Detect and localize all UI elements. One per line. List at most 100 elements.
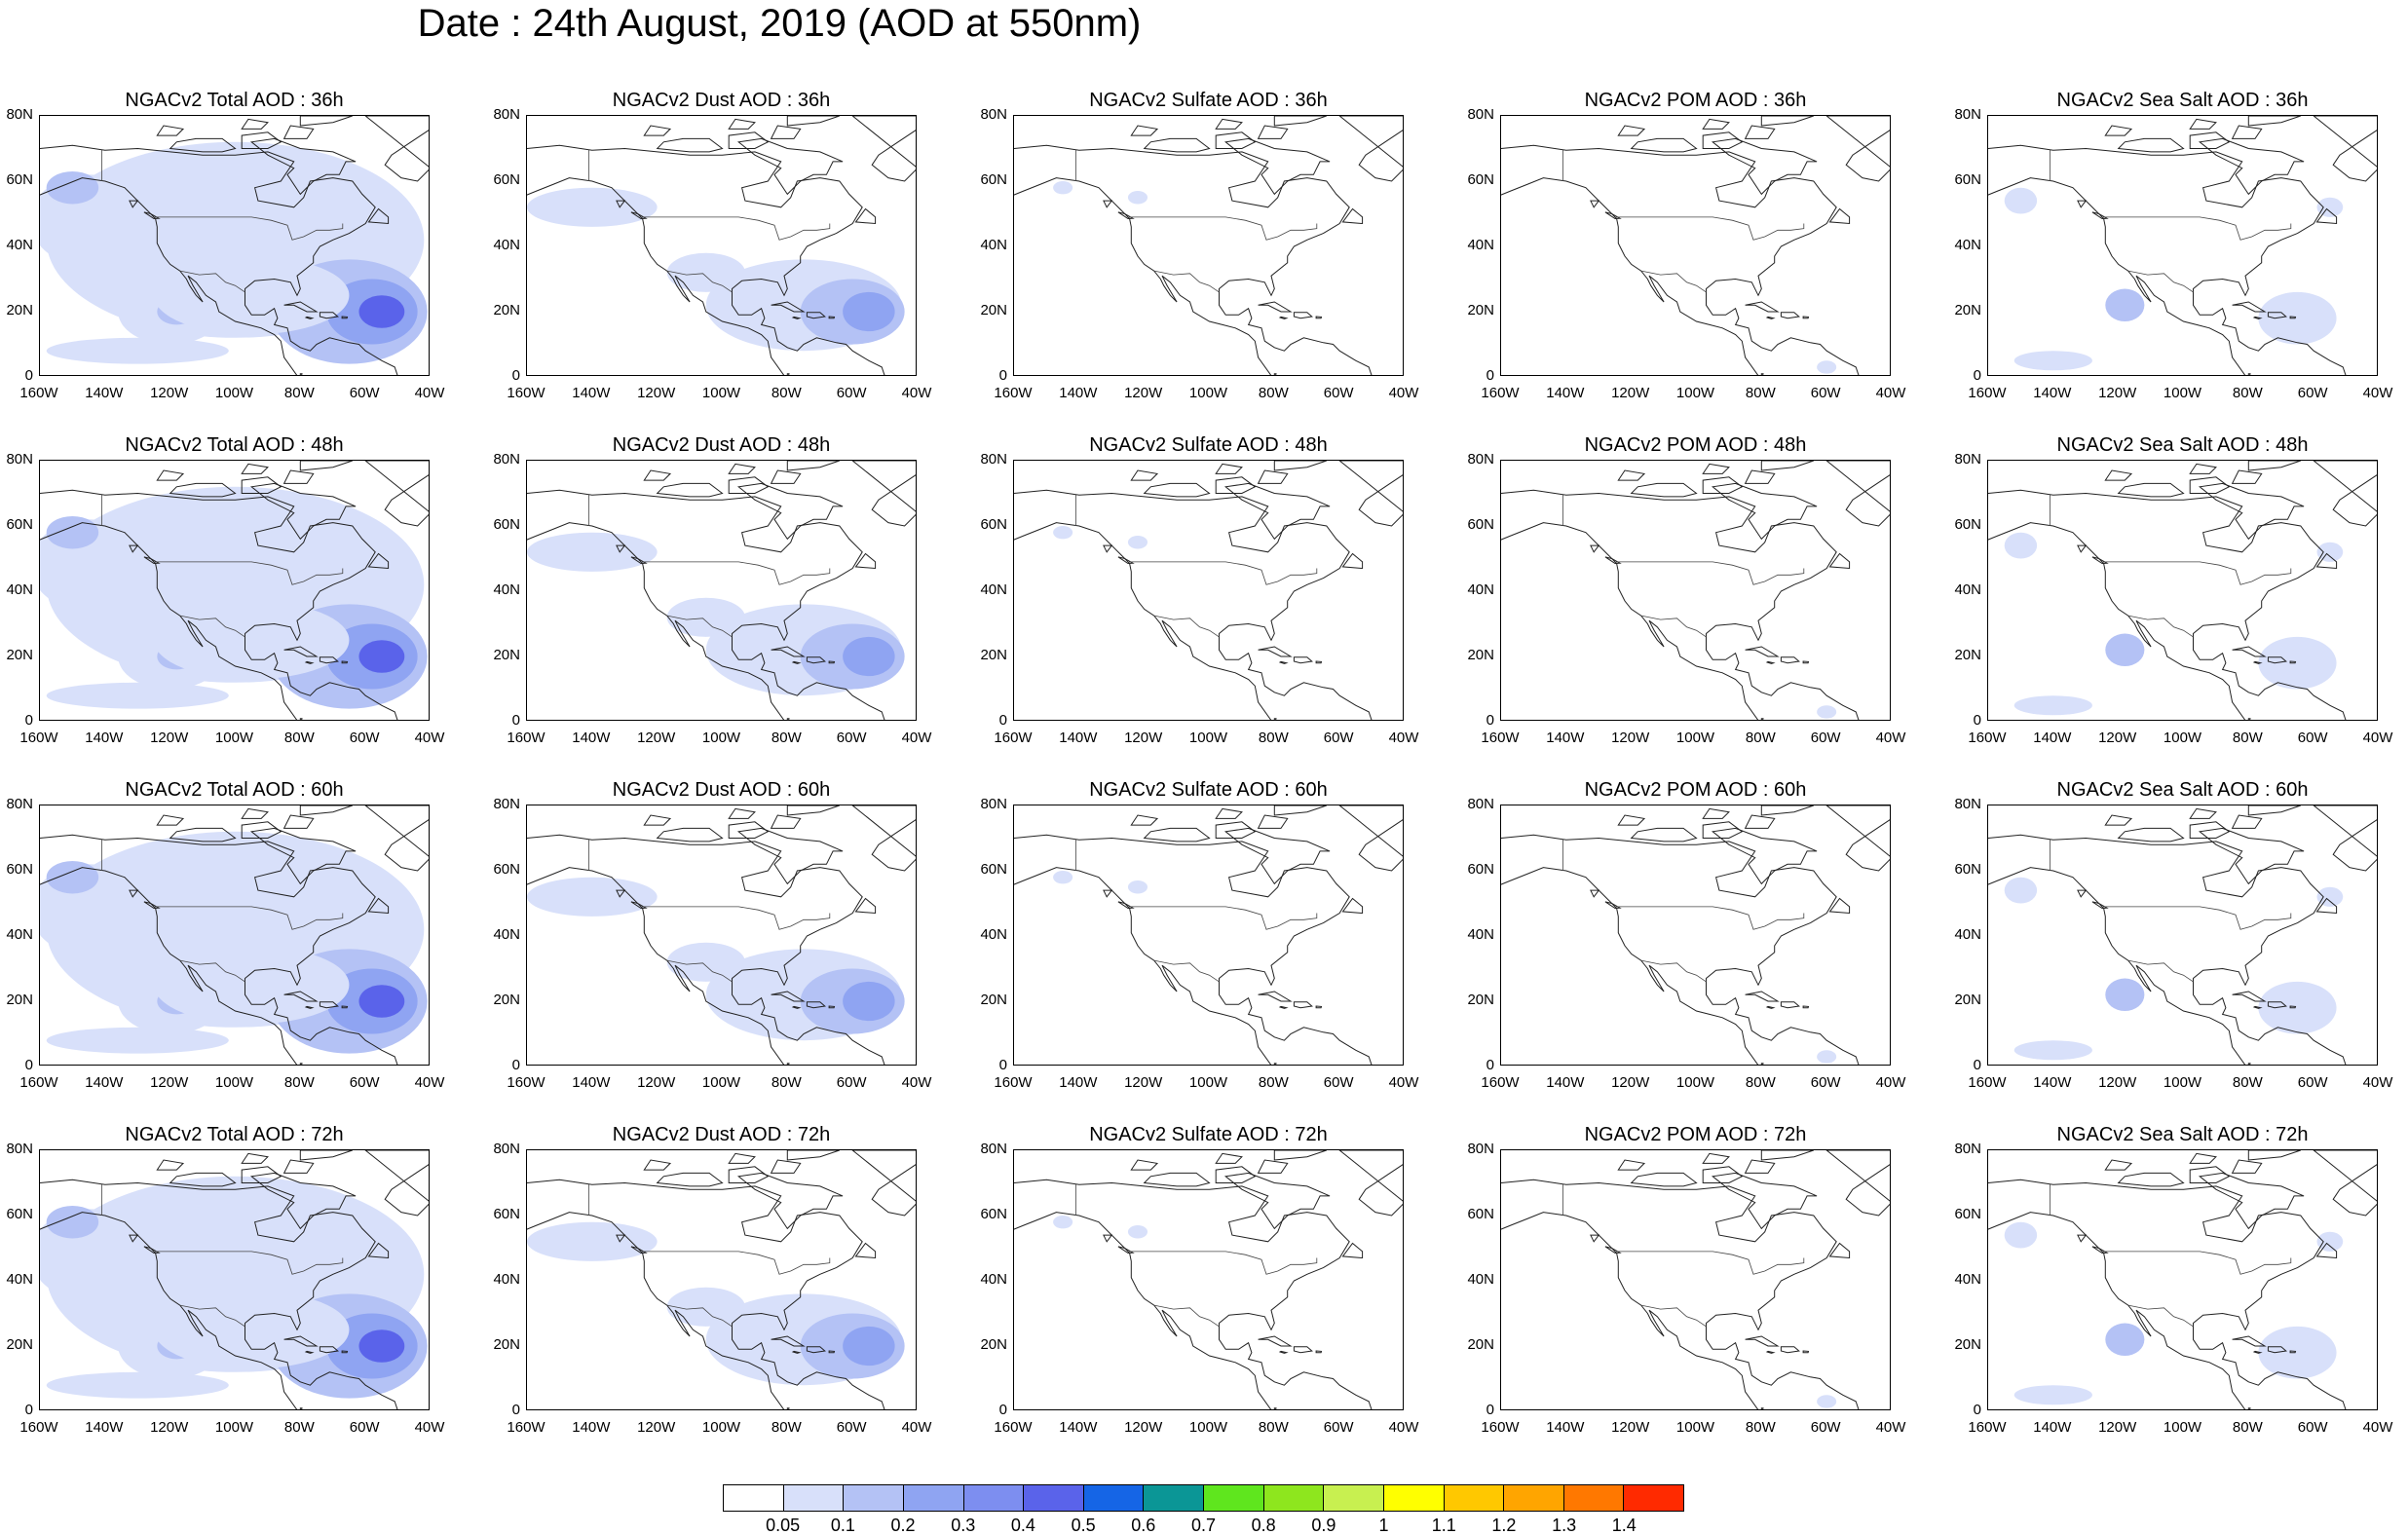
island-coastline: [1760, 1150, 1814, 1161]
island-coastline: [2267, 656, 2287, 664]
map-canvas: [527, 116, 916, 375]
country-border: [666, 615, 733, 638]
island-coastline: [806, 1346, 826, 1354]
island-coastline: [1215, 1166, 1257, 1183]
country-border: [2103, 216, 2292, 241]
coastline: [40, 144, 398, 375]
y-tick-label: 80N: [980, 451, 1007, 468]
y-tick-label: 40N: [1467, 581, 1494, 598]
island-coastline: [1258, 646, 1293, 657]
x-tick-label: 120W: [2098, 730, 2137, 746]
island-coastline: [1293, 1001, 1313, 1009]
map-panel: NGACv2 Sulfate AOD : 48h 80N 60N 40N 20N 0 160…: [974, 432, 1418, 764]
island-coastline: [630, 556, 648, 565]
x-tick-label: 100W: [1675, 730, 1715, 746]
y-tick-label: 80N: [493, 106, 520, 123]
panel-title: NGACv2 Total AOD : 36h: [125, 90, 344, 111]
x-tick-label: 100W: [214, 1074, 254, 1091]
island-coastline: [736, 137, 844, 196]
island-coastline: [367, 1242, 390, 1259]
map-canvas: [1501, 461, 1890, 720]
island-coastline: [728, 807, 756, 819]
island-coastline: [728, 463, 756, 474]
island-coastline: [791, 1350, 802, 1354]
island-coastline: [1702, 476, 1744, 494]
island-coastline: [828, 316, 836, 319]
island-coastline: [2267, 312, 2287, 319]
country-border: [2127, 959, 2194, 983]
island-coastline: [156, 814, 185, 826]
y-tick-label: 60N: [6, 861, 33, 878]
island-coastline: [1341, 207, 1364, 225]
island-coastline: [129, 200, 139, 208]
aod-contour-fill: [46, 1205, 99, 1239]
y-tick-label: 40N: [6, 1271, 33, 1288]
y-tick-label: 60N: [6, 171, 33, 188]
x-tick-label: 140W: [1059, 1419, 1098, 1436]
island-coastline: [771, 1335, 806, 1347]
island-coastline: [2252, 1350, 2263, 1354]
island-coastline: [2267, 1346, 2287, 1354]
x-tick-label: 40W: [2362, 1074, 2393, 1091]
island-coastline: [1604, 1246, 1622, 1254]
country-border: [1640, 959, 1707, 983]
country-border: [642, 561, 831, 585]
island-coastline: [1258, 991, 1293, 1002]
x-tick-label: 120W: [637, 385, 676, 401]
coastline: [1501, 1179, 1860, 1409]
island-coastline: [283, 646, 319, 657]
country-border: [155, 906, 344, 930]
island-coastline: [1702, 821, 1744, 839]
island-coastline: [241, 1166, 282, 1183]
island-coastline: [1828, 1242, 1851, 1259]
y-tick-label: 20N: [493, 647, 520, 663]
colorbar-tick-label: 1: [1378, 1516, 1389, 1535]
map-plot-area: [39, 460, 430, 721]
colorbar-tick-label: 0.05: [766, 1516, 801, 1535]
island-coastline: [2231, 814, 2263, 829]
island-coastline: [2189, 807, 2217, 819]
island-coastline: [1590, 889, 1600, 898]
colorbar-tick-label: 0.6: [1131, 1516, 1156, 1535]
island-coastline: [304, 1350, 315, 1354]
aod-contour-fill: [46, 682, 229, 709]
y-tick-label: 40N: [1954, 926, 1981, 943]
island-coastline: [728, 1152, 756, 1164]
x-tick-label: 40W: [414, 1419, 445, 1436]
island-coastline: [828, 660, 836, 664]
y-tick-label: 0: [511, 1402, 520, 1418]
island-coastline: [1590, 544, 1600, 553]
y-tick-label: 0: [1486, 1402, 1494, 1418]
map-panel: NGACv2 Sulfate AOD : 72h 80N 60N 40N 20N 0 160…: [974, 1122, 1418, 1453]
aod-contour-fill: [2105, 288, 2145, 322]
island-coastline: [2252, 660, 2263, 664]
x-tick-label: 100W: [2163, 730, 2202, 746]
map-plot-area: [1013, 115, 1404, 376]
aod-contour-fill: [2105, 1323, 2145, 1357]
island-coastline: [364, 116, 429, 182]
island-coastline: [656, 137, 724, 153]
map-panel: NGACv2 Sea Salt AOD : 60h 80N 60N 40N 20N 0 16…: [1948, 777, 2392, 1108]
island-coastline: [364, 461, 429, 527]
map-plot-area: [1500, 1149, 1891, 1410]
island-coastline: [2289, 1005, 2297, 1009]
map-plot-area: [39, 1149, 430, 1410]
x-tick-label: 60W: [2297, 730, 2328, 746]
island-coastline: [828, 1005, 836, 1009]
island-coastline: [1765, 1350, 1776, 1354]
colorbar-tick-label: 0.7: [1190, 1516, 1217, 1535]
aod-contour-fill: [153, 601, 350, 680]
aod-contour-fill: [2013, 1385, 2092, 1405]
island-coastline: [728, 131, 770, 149]
island-coastline: [1278, 316, 1289, 319]
x-tick-label: 100W: [1675, 1419, 1715, 1436]
aod-contour-fill: [666, 942, 745, 982]
island-coastline: [1258, 301, 1293, 313]
island-coastline: [851, 805, 916, 872]
colorbar-tick-label: 0.9: [1311, 1516, 1336, 1535]
x-tick-label: 140W: [1546, 385, 1585, 401]
country-border: [179, 959, 245, 983]
island-coastline: [643, 814, 672, 826]
aod-contour-fill: [2004, 877, 2038, 904]
island-coastline: [1315, 1350, 1323, 1354]
